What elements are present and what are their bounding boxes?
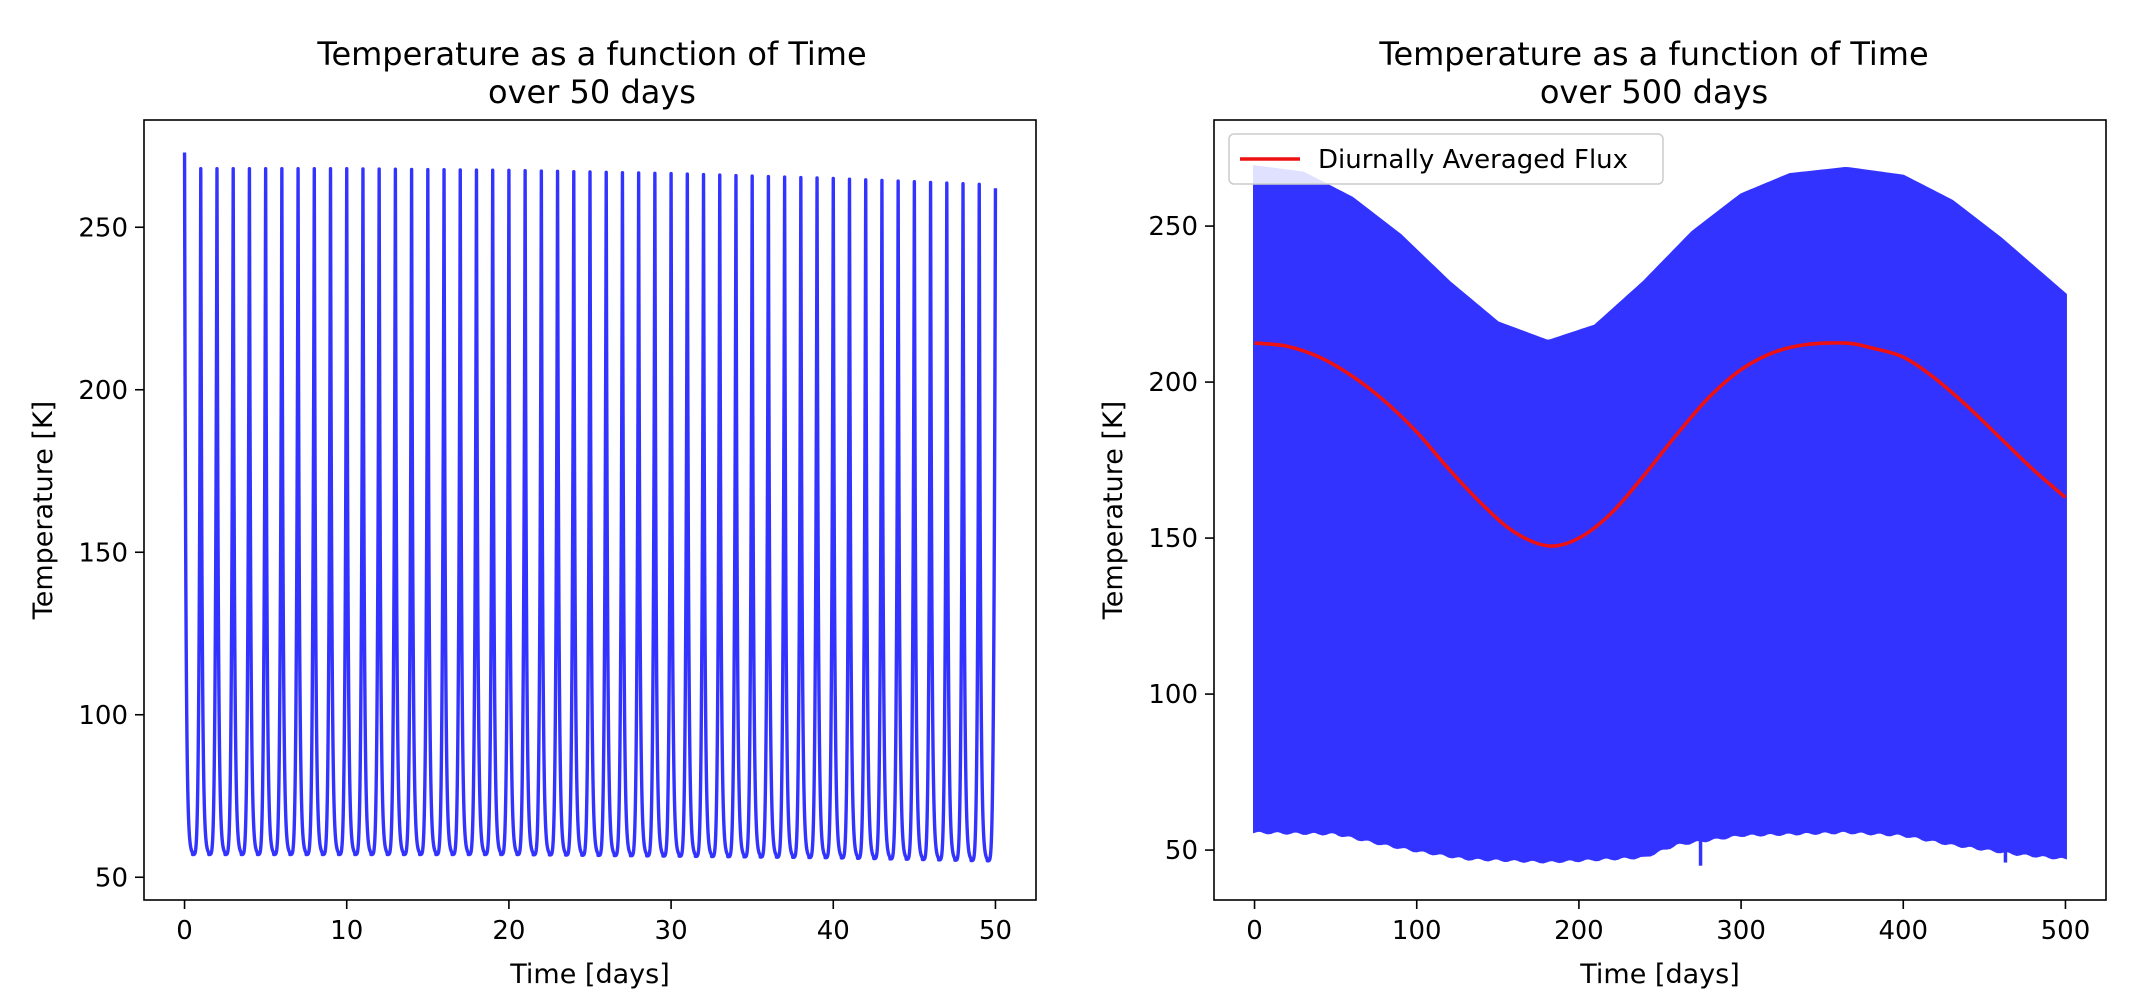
legend-entry-averaged-flux: Diurnally Averaged Flux — [1318, 145, 1628, 175]
x-axis-ticks: 0 10 20 30 40 50 — [176, 900, 1012, 946]
series-temperature-band — [1253, 165, 2067, 864]
axes-frame — [143, 119, 1037, 901]
chart-title-line1: Temperature as a function of Time — [1378, 35, 1928, 73]
x-tick-label: 0 — [1246, 916, 1263, 946]
chart-500-days: Temperature as a function of Time over 5… — [1098, 35, 2107, 990]
y-axis-ticks: 50 100 150 200 250 — [78, 213, 144, 893]
y-tick-label: 250 — [1148, 212, 1198, 242]
y-tick-label: 100 — [1148, 680, 1198, 710]
axes-frame — [1213, 119, 2107, 901]
legend-box — [1228, 133, 1664, 185]
y-tick-label: 150 — [78, 538, 128, 568]
y-axis-label: Temperature [K] — [1098, 401, 1129, 620]
x-tick-label: 500 — [2041, 916, 2091, 946]
x-tick-label: 300 — [1716, 916, 1766, 946]
chart-title-line1: Temperature as a function of Time — [316, 35, 866, 73]
x-tick-label: 50 — [979, 916, 1012, 946]
chart-50-days: Temperature as a function of Time over 5… — [28, 35, 1037, 990]
x-axis-ticks: 0 100 200 300 400 500 — [1246, 900, 2090, 946]
series-temperature-line — [182, 152, 998, 863]
y-tick-label: 50 — [1165, 836, 1198, 866]
y-tick-label: 200 — [1148, 368, 1198, 398]
y-tick-label: 200 — [78, 376, 128, 406]
x-tick-label: 100 — [1392, 916, 1442, 946]
y-tick-label: 50 — [95, 863, 128, 893]
plot-area — [1253, 165, 2067, 866]
x-tick-label: 20 — [492, 916, 525, 946]
y-axis-label: Temperature [K] — [28, 401, 59, 620]
x-axis-label: Time [days] — [1579, 959, 1739, 990]
x-tick-label: 0 — [176, 916, 193, 946]
x-axis-label: Time [days] — [509, 959, 669, 990]
x-tick-label: 10 — [330, 916, 363, 946]
y-tick-label: 250 — [78, 213, 128, 243]
legend: Diurnally Averaged Flux — [1228, 133, 1664, 185]
y-tick-label: 150 — [1148, 524, 1198, 554]
plot-area — [182, 152, 998, 863]
y-tick-label: 100 — [78, 701, 128, 731]
chart-title-line2: over 50 days — [488, 73, 696, 111]
series-averaged-flux-line — [1254, 341, 2067, 548]
x-tick-label: 40 — [817, 916, 850, 946]
x-tick-label: 200 — [1554, 916, 1604, 946]
chart-title-line2: over 500 days — [1540, 73, 1768, 111]
x-tick-label: 30 — [655, 916, 688, 946]
y-axis-ticks: 50 100 150 200 250 — [1148, 212, 1214, 866]
x-tick-label: 400 — [1878, 916, 1928, 946]
